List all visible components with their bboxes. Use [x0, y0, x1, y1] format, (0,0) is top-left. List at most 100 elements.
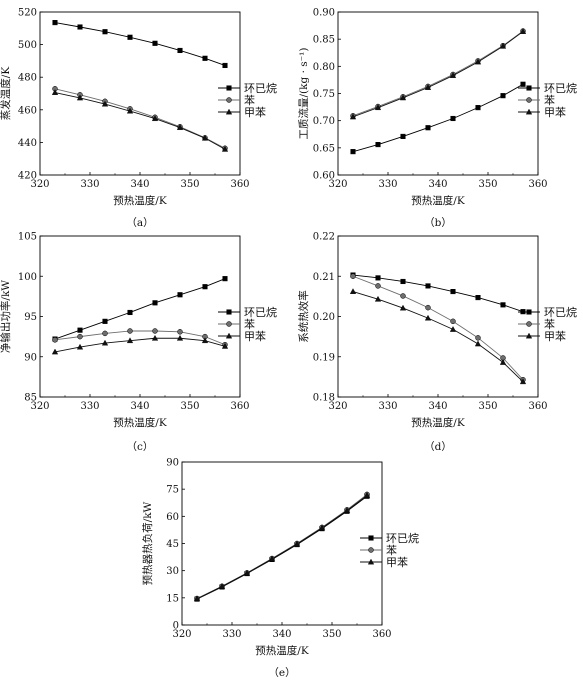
legend-marker [526, 97, 532, 103]
chart-e: 320 330 340 350 360 0 15 30 45 60 75 90 预热温度/K 预热器热负荷… [141, 458, 419, 680]
data-point-2 [519, 28, 527, 34]
y-tick-label: 440 [18, 138, 37, 149]
x-tick-label: 360 [528, 179, 547, 190]
x-tick-label: 340 [428, 179, 447, 190]
data-point-0 [450, 115, 456, 122]
x-tick-label: 350 [322, 629, 341, 640]
data-point-2 [374, 295, 382, 302]
y-tick-label: 75 [166, 485, 179, 496]
legend-marker [526, 309, 532, 315]
y-tick-label: 480 [18, 73, 37, 84]
x-tick-label: 340 [130, 401, 149, 412]
y-tick-label: 60 [166, 512, 179, 523]
plot-frame [337, 235, 539, 398]
chart-a: 320 330 340 350 360 420 440 460 480 500 520 预热温度/K 蒸… [0, 8, 277, 230]
panel-caption: （e） [268, 667, 295, 679]
data-point-0 [375, 275, 381, 281]
data-point-0 [77, 24, 83, 30]
data-point-0 [52, 20, 58, 26]
data-point-2 [201, 337, 209, 344]
data-point-0 [475, 105, 481, 111]
data-point-2 [51, 348, 59, 355]
x-tick-label: 340 [272, 629, 291, 640]
data-point-0 [425, 125, 431, 131]
data-point-2 [76, 343, 84, 350]
x-axis-label: 预热温度/K [255, 644, 309, 657]
data-point-0 [152, 40, 158, 46]
data-point-0 [375, 142, 381, 148]
legend-label: 苯 [386, 543, 397, 557]
legend-marker [367, 558, 375, 565]
data-point-2 [318, 524, 326, 531]
y-tick-label: 0.65 [313, 143, 335, 154]
chart-d: 320 330 340 350 360 0.18 0.19 0.20 0.21 0.22 预热温度/… [297, 232, 577, 454]
x-tick-label: 350 [478, 179, 497, 190]
data-point-1 [127, 328, 133, 334]
x-tick-label: 360 [372, 629, 391, 640]
legend-label: 苯 [544, 93, 555, 107]
series-line-0 [352, 274, 524, 313]
data-point-2 [519, 378, 527, 385]
data-point-0 [202, 55, 208, 61]
data-point-0 [400, 278, 406, 285]
data-point-1 [425, 304, 431, 311]
data-point-1 [350, 273, 356, 279]
y-tick-label: 100 [18, 272, 37, 283]
legend-marker [226, 97, 232, 103]
legend-label: 苯 [244, 317, 255, 331]
legend-marker [225, 108, 233, 115]
legend-label: 环已烷 [544, 305, 577, 319]
y-tick-label: 90 [166, 458, 179, 469]
data-point-0 [425, 283, 431, 289]
data-point-2 [193, 595, 201, 602]
x-tick-label: 320 [172, 629, 191, 640]
legend-label: 环已烷 [244, 305, 277, 319]
data-point-2 [499, 359, 507, 365]
data-point-0 [450, 288, 456, 295]
x-axis-label: 预热温度/K [113, 194, 167, 207]
data-point-2 [176, 334, 184, 341]
plot-frame [39, 235, 241, 398]
x-tick-label: 350 [180, 179, 199, 190]
data-point-0 [152, 300, 158, 306]
data-point-0 [102, 29, 108, 35]
y-tick-label: 45 [166, 539, 179, 550]
legend-label: 环已烷 [386, 531, 419, 545]
data-point-2 [349, 288, 357, 294]
data-point-0 [127, 34, 133, 40]
legend-label: 甲苯 [386, 555, 408, 569]
data-point-1 [400, 293, 406, 299]
data-point-0 [102, 318, 108, 324]
y-tick-label: 95 [24, 312, 37, 323]
series-line-2 [196, 494, 368, 600]
data-point-1 [375, 283, 381, 289]
data-point-2 [201, 134, 209, 141]
legend-label: 环已烷 [244, 81, 277, 95]
x-axis-label: 预热温度/K [411, 416, 465, 429]
data-point-2 [363, 492, 371, 498]
y-tick-label: 0.22 [313, 232, 335, 243]
panel-caption: （c） [127, 441, 154, 453]
y-tick-label: 0.85 [313, 35, 335, 46]
data-point-1 [152, 328, 158, 334]
series-line-1 [54, 330, 226, 346]
data-point-2 [218, 583, 226, 589]
x-axis-label: 预热温度/K [113, 416, 167, 429]
data-point-1 [450, 318, 456, 325]
data-point-2 [424, 314, 432, 321]
y-tick-label: 15 [166, 593, 179, 604]
legend-label: 甲苯 [244, 105, 266, 119]
legend-label: 环已烷 [544, 81, 577, 95]
legend-marker [368, 535, 374, 541]
y-tick-label: 420 [18, 171, 37, 182]
legend-marker [525, 332, 533, 339]
legend-marker [368, 547, 374, 553]
data-point-0 [177, 47, 183, 54]
data-point-1 [475, 335, 481, 341]
y-tick-label: 460 [18, 105, 37, 116]
y-tick-label: 520 [18, 8, 37, 19]
data-point-0 [400, 133, 406, 139]
panel-caption: （b） [424, 217, 452, 229]
panel-caption: （d） [424, 441, 452, 453]
